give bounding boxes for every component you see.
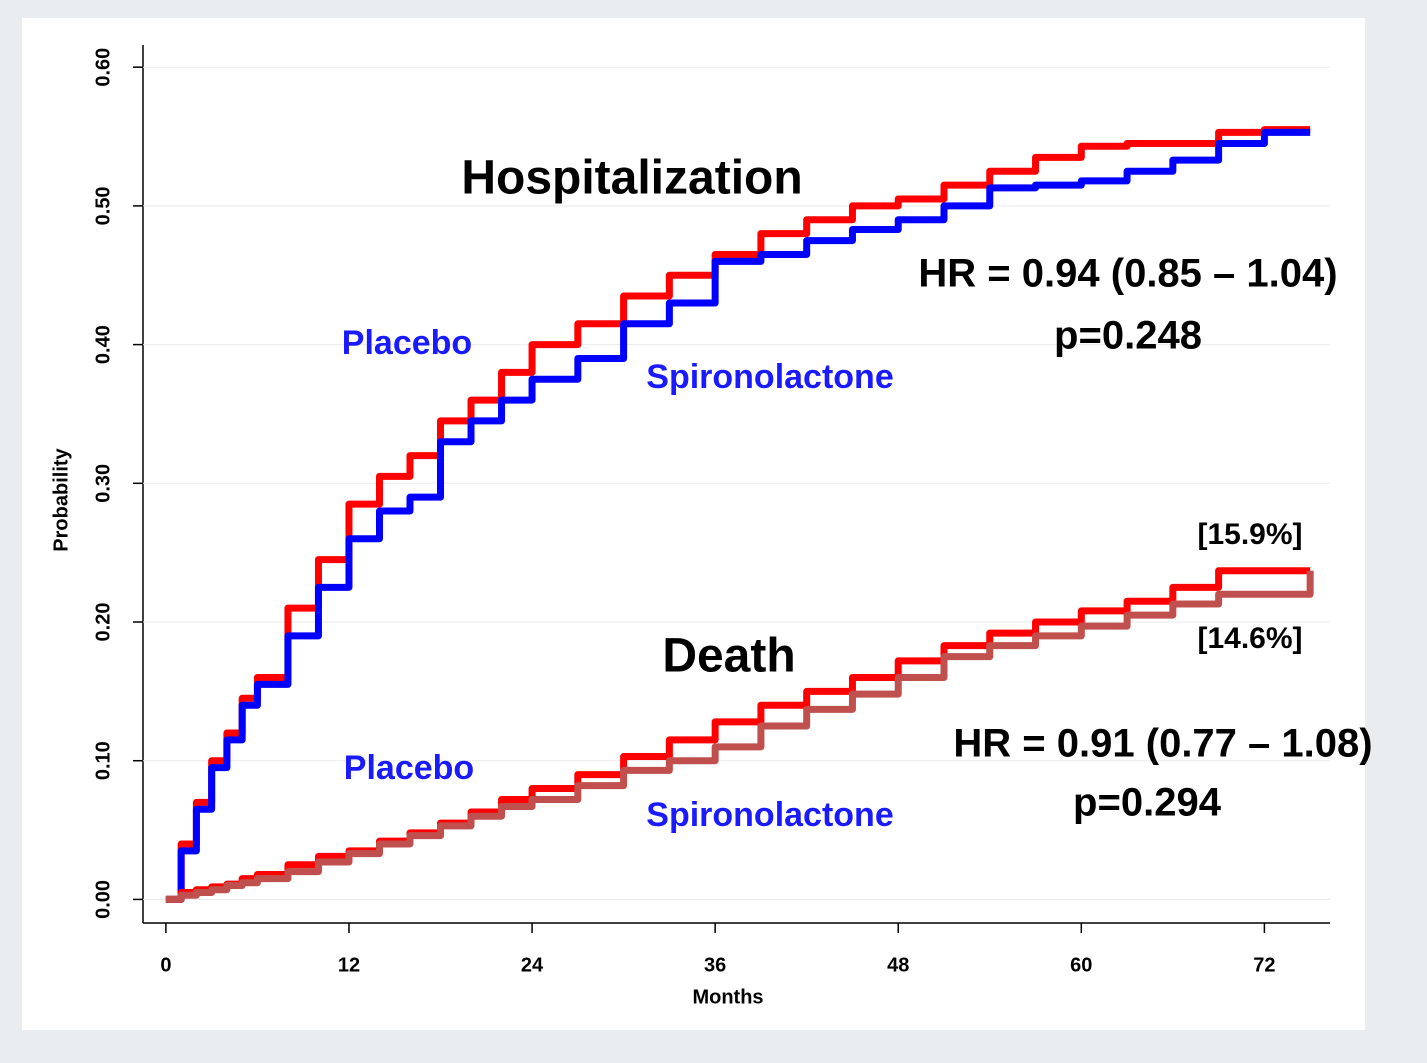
annotation: [14.6%] xyxy=(1197,622,1302,655)
series-label: Spironolactone xyxy=(646,358,893,396)
x-tick-label: 12 xyxy=(338,954,360,976)
annotation: p=0.248 xyxy=(1054,314,1202,358)
series-label: Placebo xyxy=(344,749,474,787)
annotation: HR = 0.94 (0.85 – 1.04) xyxy=(918,252,1337,296)
annotation: Hospitalization xyxy=(461,152,802,205)
series-label: Placebo xyxy=(342,324,472,362)
annotation: [15.9%] xyxy=(1197,518,1302,551)
y-tick-label: 0.60 xyxy=(92,48,114,87)
y-tick-label: 0.30 xyxy=(92,464,114,503)
x-tick-label: 0 xyxy=(160,954,171,976)
y-tick-label: 0.00 xyxy=(92,880,114,919)
plot-background xyxy=(22,18,1365,1030)
y-tick-label: 0.40 xyxy=(92,325,114,364)
x-tick-label: 36 xyxy=(704,954,726,976)
x-tick-label: 24 xyxy=(521,954,544,976)
series-label: Spironolactone xyxy=(646,796,893,834)
survival-curve xyxy=(165,570,1314,903)
y-tick-label: 0.50 xyxy=(92,186,114,225)
x-tick-label: 60 xyxy=(1070,954,1092,976)
y-axis-label: Probability xyxy=(50,447,72,551)
x-axis-label: Months xyxy=(692,986,763,1008)
y-tick-label: 0.20 xyxy=(92,603,114,642)
annotation: Death xyxy=(662,630,795,683)
x-tick-label: 72 xyxy=(1253,954,1275,976)
y-tick-label: 0.10 xyxy=(92,741,114,780)
survival-curve xyxy=(165,128,1311,903)
x-tick-label: 48 xyxy=(887,954,909,976)
survival-curve xyxy=(165,126,1311,903)
annotation: HR = 0.91 (0.77 – 1.08) xyxy=(953,722,1372,766)
annotation: p=0.294 xyxy=(1073,781,1222,825)
